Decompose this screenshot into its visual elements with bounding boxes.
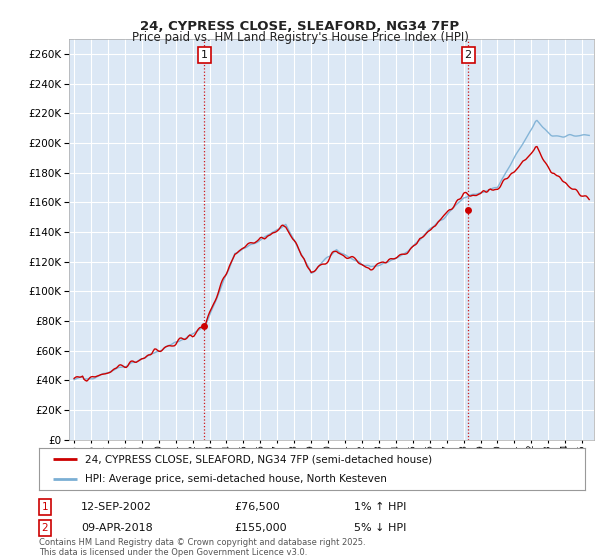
Text: 24, CYPRESS CLOSE, SLEAFORD, NG34 7FP: 24, CYPRESS CLOSE, SLEAFORD, NG34 7FP [140,20,460,32]
Text: Contains HM Land Registry data © Crown copyright and database right 2025.
This d: Contains HM Land Registry data © Crown c… [39,538,365,557]
Text: 1: 1 [41,502,49,512]
Text: 2: 2 [464,50,472,60]
Text: 1: 1 [201,50,208,60]
Text: Price paid vs. HM Land Registry's House Price Index (HPI): Price paid vs. HM Land Registry's House … [131,31,469,44]
Text: 5% ↓ HPI: 5% ↓ HPI [354,523,406,533]
Text: £155,000: £155,000 [234,523,287,533]
Text: £76,500: £76,500 [234,502,280,512]
Text: 2: 2 [41,523,49,533]
Text: 1% ↑ HPI: 1% ↑ HPI [354,502,406,512]
Text: 12-SEP-2002: 12-SEP-2002 [81,502,152,512]
Text: 24, CYPRESS CLOSE, SLEAFORD, NG34 7FP (semi-detached house): 24, CYPRESS CLOSE, SLEAFORD, NG34 7FP (s… [85,454,433,464]
Text: 09-APR-2018: 09-APR-2018 [81,523,153,533]
Text: HPI: Average price, semi-detached house, North Kesteven: HPI: Average price, semi-detached house,… [85,474,387,484]
